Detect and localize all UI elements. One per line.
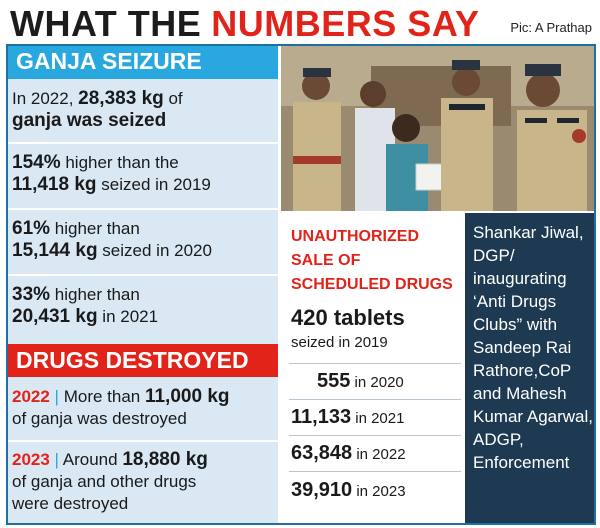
stat-text: of ganja and other drugs: [12, 472, 197, 491]
event-photo: [281, 46, 594, 211]
scheduled-drugs-row: 63,848 in 2022: [291, 440, 461, 468]
ganja-stat-2021: 33% higher than 20,431 kg in 2021: [12, 284, 272, 328]
stat-value: 63,848: [291, 442, 353, 464]
pipe-separator: |: [49, 450, 63, 469]
stat-value: 18,880 kg: [122, 449, 208, 470]
stat-text: in 2023: [352, 483, 406, 500]
stat-value: 555: [317, 370, 351, 392]
stat-value: 33%: [12, 284, 51, 305]
stat-value: 28,383 kg: [78, 88, 164, 109]
stat-text: higher than: [50, 219, 140, 238]
photo-caption: Shankar Jiwal, DGP/ inaugurating ‘Anti D…: [473, 223, 593, 472]
divider: [289, 399, 461, 400]
stat-text: seized in 2019: [291, 334, 388, 351]
left-column: GANJA SEIZURE In 2022, 28,383 kg of ganj…: [6, 44, 278, 525]
divider: [289, 435, 461, 436]
destroyed-2022: 2022 | More than 11,000 kg of ganja was …: [12, 386, 272, 430]
stat-value: 11,000 kg: [144, 386, 230, 407]
scheduled-drugs-row: 555 in 2020: [291, 368, 461, 396]
divider: [6, 274, 278, 276]
stat-text: in 2021: [97, 307, 159, 326]
scheduled-drugs-2019: 420 tablets seized in 2019: [291, 307, 461, 354]
stat-value: 11,418 kg: [12, 174, 97, 195]
ganja-stat-2020: 61% higher than 15,144 kg seized in 2020: [12, 218, 272, 262]
divider: [6, 142, 278, 144]
stat-value: 420 tablets: [291, 305, 405, 330]
stat-text: higher than the: [60, 153, 179, 172]
stat-text: higher than: [50, 285, 140, 304]
year-label: 2022: [12, 387, 50, 406]
stat-text: in 2020: [350, 374, 404, 391]
scheduled-drugs-heading: UNAUTHORIZED SALE OF SCHEDULED DRUGS: [291, 225, 461, 297]
heading-line: SCHEDULED DRUGS: [291, 276, 453, 293]
stat-value: 61%: [12, 218, 51, 239]
year-label: 2023: [12, 450, 50, 469]
stat-text: in 2022: [352, 446, 406, 463]
stat-value: 154%: [12, 152, 61, 173]
photo-caption-box: Shankar Jiwal, DGP/ inaugurating ‘Anti D…: [465, 213, 596, 525]
stat-value: 39,910: [291, 479, 353, 501]
photo-illustration: [281, 46, 594, 211]
stat-value: 11,133: [291, 406, 352, 428]
stat-value: ganja was seized: [12, 110, 167, 131]
divider: [289, 471, 461, 472]
scheduled-drugs-row: 39,910 in 2023: [291, 477, 461, 505]
destroyed-2023: 2023 | Around 18,880 kg of ganja and oth…: [12, 449, 272, 515]
stat-text: were destroyed: [12, 494, 129, 513]
stat-text: seized in 2019: [96, 175, 211, 194]
infographic-border: [6, 44, 596, 525]
stat-value: 15,144 kg: [12, 240, 98, 261]
ganja-seizure-heading: GANJA SEIZURE: [6, 44, 278, 79]
divider: [289, 363, 461, 364]
stat-text: of ganja was destroyed: [12, 409, 187, 428]
drugs-destroyed-heading: DRUGS DESTROYED: [6, 344, 278, 377]
ganja-stat-2019: 154% higher than the 11,418 kg seized in…: [12, 152, 272, 196]
stat-text: In 2022,: [12, 89, 79, 108]
stat-text: in 2021: [351, 410, 405, 427]
stat-text: of: [163, 89, 183, 108]
stat-text: Around: [62, 450, 123, 469]
stat-text: seized in 2020: [97, 241, 212, 260]
stat-value: 20,431 kg: [12, 306, 98, 327]
headline-part1: WHAT THE: [10, 3, 202, 44]
headline-part2: NUMBERS SAY: [211, 3, 480, 44]
ganja-stat-2022: In 2022, 28,383 kg of ganja was seized: [12, 88, 272, 132]
heading-line: UNAUTHORIZED: [291, 228, 419, 245]
pipe-separator: |: [49, 387, 64, 406]
stat-text: More than: [63, 387, 145, 406]
photo-credit: Pic: A Prathap: [510, 20, 592, 35]
headline: WHAT THE NUMBERS SAY: [10, 2, 480, 44]
scheduled-drugs-panel: UNAUTHORIZED SALE OF SCHEDULED DRUGS 420…: [281, 213, 465, 525]
scheduled-drugs-row: 11,133 in 2021: [291, 404, 461, 432]
divider: [6, 208, 278, 210]
divider: [6, 440, 278, 442]
heading-line: SALE OF: [291, 252, 361, 269]
